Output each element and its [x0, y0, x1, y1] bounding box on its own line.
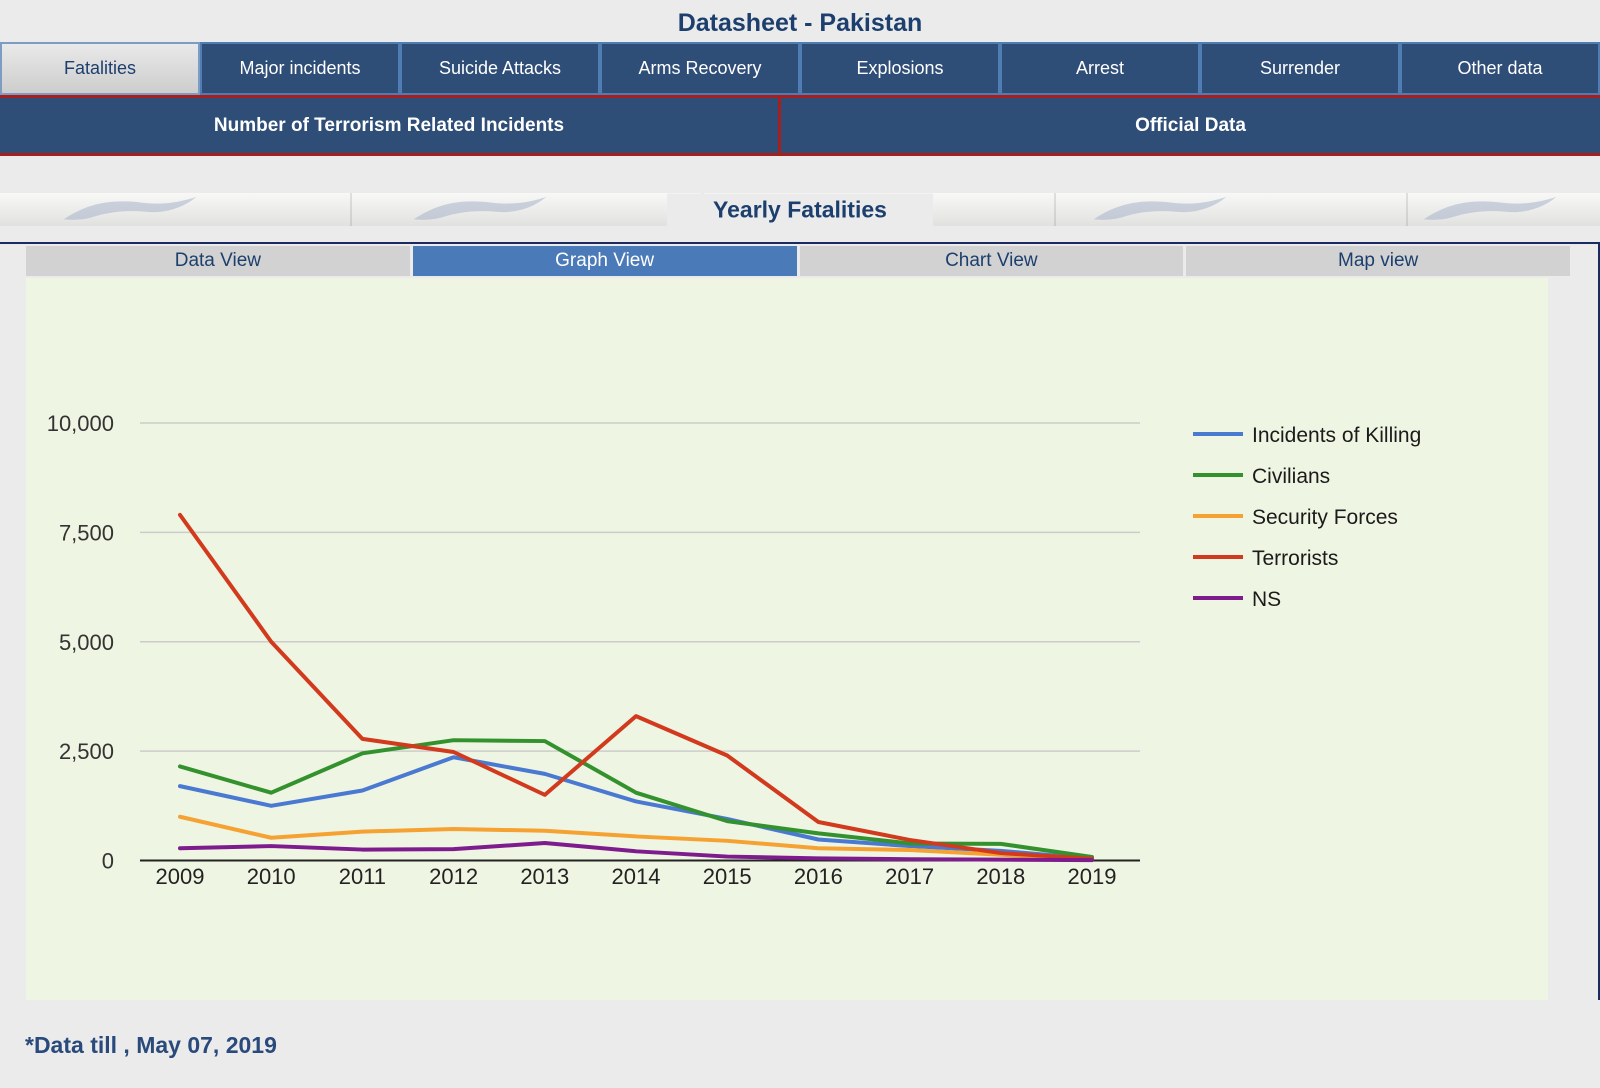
- tab-arms-recovery[interactable]: Arms Recovery: [600, 42, 800, 95]
- x-tick-label-2013: 2013: [520, 864, 569, 889]
- x-tick-label-2010: 2010: [247, 864, 296, 889]
- x-tick-label-2018: 2018: [976, 864, 1025, 889]
- y-tick-label: 0: [102, 849, 114, 874]
- view-tab-map-view[interactable]: Map view: [1186, 246, 1570, 276]
- section-title: Yearly Fatalities: [667, 193, 933, 226]
- series-line-terrorists: [178, 512, 1094, 861]
- x-tick-label-2014: 2014: [612, 864, 661, 889]
- x-tick-label-2015: 2015: [703, 864, 752, 889]
- y-tick-label: 5,000: [59, 630, 114, 655]
- view-tab-data-view[interactable]: Data View: [26, 246, 410, 276]
- y-tick-label: 2,500: [59, 739, 114, 764]
- legend-label-ns: NS: [1252, 588, 1281, 611]
- legend-label-civilians: Civilians: [1252, 465, 1330, 488]
- fatalities-line-chart: 0 2,500 5,000 7,500 10,000 2009 2010 2011 2012 20…: [47, 411, 1422, 889]
- x-tick-label-2009: 2009: [156, 864, 205, 889]
- tab-other-data[interactable]: Other data: [1400, 42, 1600, 95]
- series-line-ns: [178, 841, 1094, 863]
- main-tabs-row: Fatalities Major incidents Suicide Attacks…: [0, 42, 1600, 95]
- x-tick-label-2017: 2017: [885, 864, 934, 889]
- x-tick-label-2019: 2019: [1068, 864, 1117, 889]
- y-tick-label: 7,500: [59, 520, 114, 545]
- tab-surrender[interactable]: Surrender: [1200, 42, 1400, 95]
- data-till-note: *Data till , May 07, 2019: [25, 1032, 277, 1058]
- series-line-incidents-of-killing: [178, 755, 1094, 861]
- bird-watermark-icon: [1415, 195, 1565, 223]
- sub-tab-official-data[interactable]: Official Data: [1135, 114, 1246, 136]
- view-tabs-row: Data View Graph View Chart View Map view: [26, 246, 1570, 276]
- bird-watermark-icon: [1085, 195, 1235, 223]
- sub-header-row: Number of Terrorism Related Incidents Of…: [0, 95, 1600, 156]
- content-container: Data View Graph View Chart View Map view 0 2…: [0, 242, 1600, 1000]
- bird-watermark-icon: [405, 195, 555, 223]
- chart-panel: 0 2,500 5,000 7,500 10,000 2009 2010 2011 2012 20…: [26, 278, 1548, 1000]
- tab-explosions[interactable]: Explosions: [800, 42, 1000, 95]
- view-tab-graph-view[interactable]: Graph View: [412, 246, 797, 276]
- tab-arrest[interactable]: Arrest: [1000, 42, 1200, 95]
- y-tick-label: 10,000: [47, 411, 114, 436]
- tab-major-incidents[interactable]: Major incidents: [200, 42, 400, 95]
- bird-watermark-icon: [55, 195, 205, 223]
- view-tab-chart-view[interactable]: Chart View: [799, 246, 1184, 276]
- x-tick-label-2012: 2012: [429, 864, 478, 889]
- x-tick-label-2016: 2016: [794, 864, 843, 889]
- tab-suicide-attacks[interactable]: Suicide Attacks: [400, 42, 600, 95]
- legend-label-incidents-of-killing: Incidents of Killing: [1252, 424, 1421, 447]
- series-line-security-forces: [178, 814, 1094, 862]
- x-tick-label-2011: 2011: [339, 864, 386, 889]
- page-title: Datasheet - Pakistan: [677, 9, 923, 37]
- sub-tab-terrorism-incidents[interactable]: Number of Terrorism Related Incidents: [0, 98, 781, 153]
- tab-fatalities[interactable]: Fatalities: [0, 42, 200, 95]
- legend-label-terrorists: Terrorists: [1252, 547, 1338, 570]
- legend-label-security-forces: Security Forces: [1252, 506, 1398, 529]
- decorative-banner: Yearly Fatalities: [0, 193, 1600, 226]
